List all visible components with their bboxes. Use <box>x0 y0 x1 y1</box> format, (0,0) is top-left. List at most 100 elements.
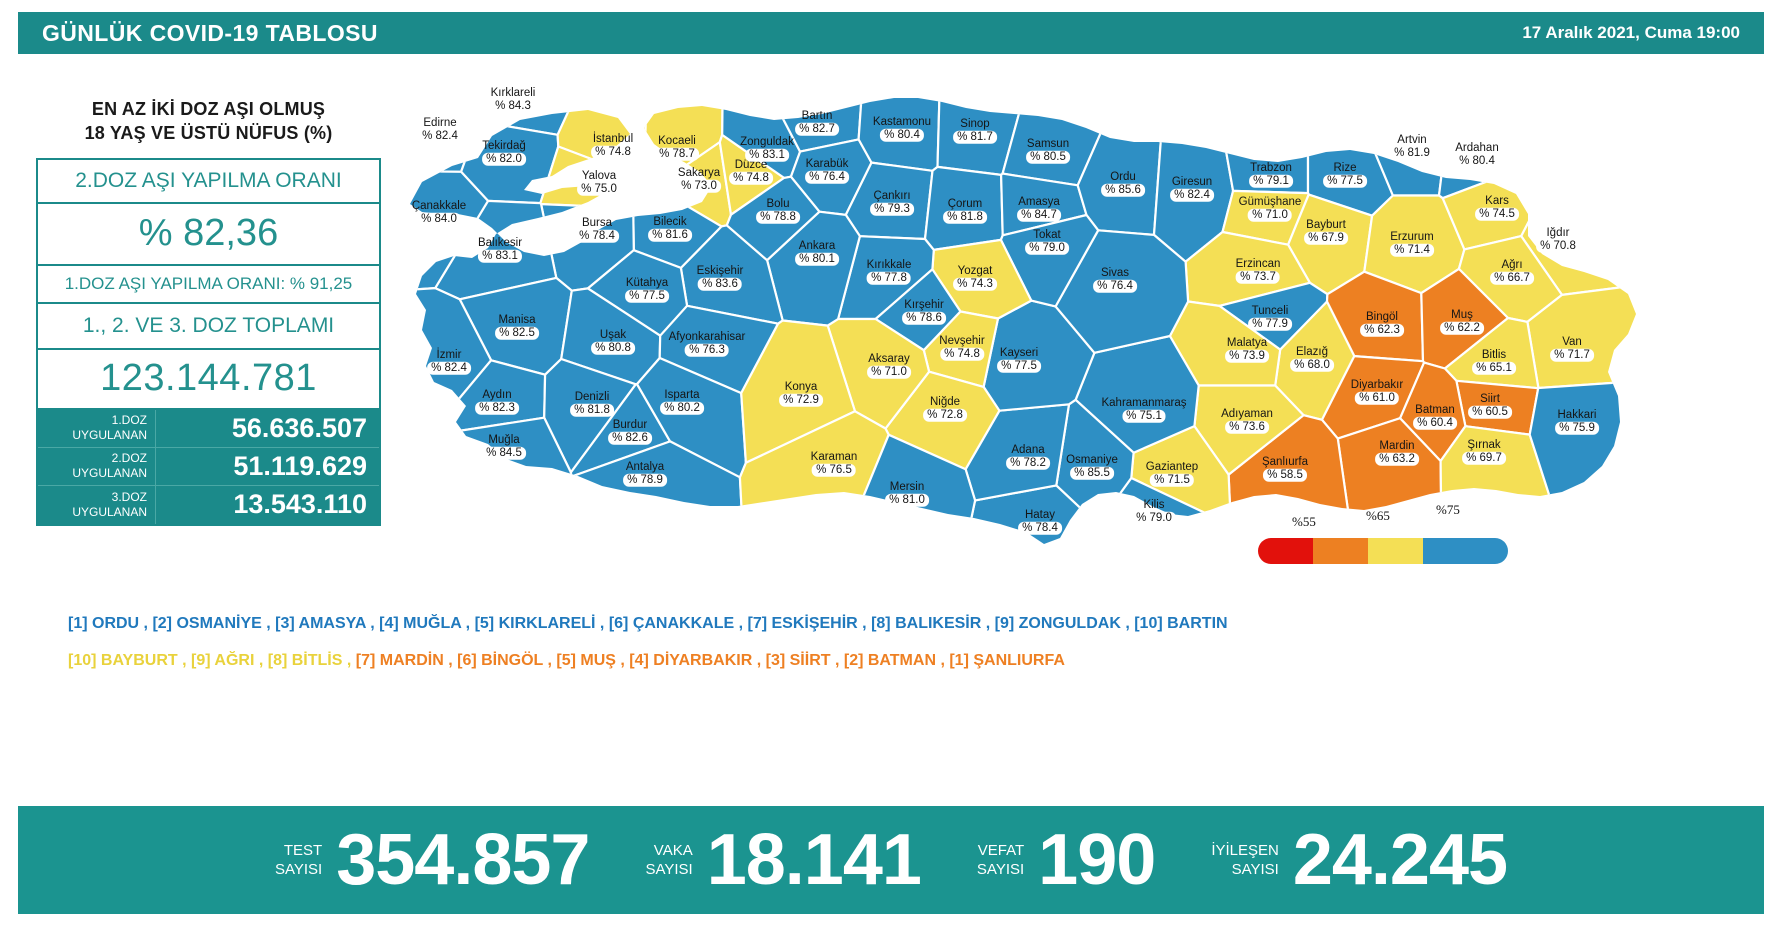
province-name: MUĞLA <box>403 615 462 632</box>
table-row: 1.DOZ UYGULANAN 56.636.507 <box>38 409 379 448</box>
total-doses-label: 1., 2. VE 3. DOZ TOPLAMI <box>38 304 379 350</box>
province-name: ÇANAKKALE <box>632 615 735 632</box>
province-name: DİYARBAKIR <box>653 652 753 669</box>
dose1-label-line1: 1.DOZ <box>111 413 147 428</box>
province-rank: [7] <box>747 615 772 632</box>
page-header: GÜNLÜK COVID-19 TABLOSU 17 Aralık 2021, … <box>18 12 1764 54</box>
stat-death-value: 190 <box>1038 820 1156 900</box>
stat-recovered-value: 24.245 <box>1292 820 1508 900</box>
province-name: SİİRT <box>789 652 831 669</box>
map-province-hakkari[interactable] <box>1528 379 1652 562</box>
stat-case-caption-line1: VAKA <box>653 841 693 859</box>
map-province-kastamonu[interactable] <box>857 62 942 172</box>
separator: , <box>443 652 458 669</box>
province-name: ŞANLIURFA <box>973 652 1065 669</box>
legend-segment-3 <box>1423 538 1508 564</box>
turkey-vaccination-map: Kırklareli% 84.3 Edirne% 82.4 Tekirdağ% 82… <box>392 62 1636 582</box>
lowest-vaccination-provinces-list: [10] BAYBURT , [9] AĞRI , [8] BİTLİS , [… <box>68 652 1065 670</box>
province-name: ZONGULDAK <box>1018 615 1121 632</box>
stat-recovered-caption-line1: İYİLEŞEN <box>1211 841 1279 859</box>
province-name: AĞRI <box>214 652 255 669</box>
province-rank: [3] <box>765 652 790 669</box>
dose2-label: 2.DOZ UYGULANAN <box>38 447 156 485</box>
legend-tick-1: %65 <box>1366 508 1390 523</box>
province-rank: [6] <box>457 652 482 669</box>
stat-case-caption-line2: SAYISI <box>645 861 693 878</box>
dose2-label-line1: 2.DOZ <box>111 451 147 466</box>
separator: , <box>830 652 844 669</box>
separator: , <box>936 652 950 669</box>
province-rank: [2] <box>843 652 868 669</box>
first-dose-rate-line: 1.DOZ AŞI YAPILMA ORANI: % 91,25 <box>38 266 379 304</box>
province-rank: [7] <box>355 652 380 669</box>
stat-case: VAKA SAYISI 18.141 <box>645 820 922 900</box>
dose3-label: 3.DOZ UYGULANAN <box>38 485 156 524</box>
map-province-rize[interactable] <box>1306 62 1394 217</box>
table-row: 2.DOZ UYGULANAN 51.119.629 <box>38 447 379 486</box>
dose1-value: 56.636.507 <box>231 412 367 443</box>
separator: , <box>461 615 475 632</box>
province-name: OSMANİYE <box>176 615 262 632</box>
report-timestamp: 17 Aralık 2021, Cuma 19:00 <box>1522 23 1740 42</box>
map-province-kars[interactable] <box>1441 150 1567 251</box>
province-rank: [1] <box>68 615 92 632</box>
map-province-çorum[interactable] <box>923 165 1004 251</box>
province-rank: [9] <box>191 652 215 669</box>
stat-test-value: 354.857 <box>336 820 590 900</box>
province-name: ESKİŞEHİR <box>771 615 858 632</box>
separator: , <box>857 615 872 632</box>
separator: , <box>261 615 276 632</box>
separator: , <box>1120 615 1135 632</box>
map-province-iğdır[interactable] <box>1520 69 1652 296</box>
stat-death-caption-line1: VEFAT <box>977 841 1025 859</box>
stat-recovered: İYİLEŞEN SAYISI 24.245 <box>1211 820 1508 900</box>
legend-segment-0 <box>1258 538 1313 564</box>
stat-test-caption-line2: SAYISI <box>274 861 323 878</box>
legend-gradient-bar <box>1258 538 1508 564</box>
stat-test-caption-line1: TEST <box>283 841 323 859</box>
panel-heading-line2: 18 YAŞ VE ÜSTÜ NÜFUS (%) <box>84 122 333 143</box>
map-province-muğla[interactable] <box>392 416 573 562</box>
map-province-ardahan[interactable] <box>1437 62 1652 200</box>
province-name: ORDU <box>92 615 140 632</box>
map-legend: %55 %65 %75 <box>1258 502 1518 570</box>
stat-test: TEST SAYISI 354.857 <box>275 820 591 900</box>
province-name: MUŞ <box>580 652 616 669</box>
stat-test-caption: TEST SAYISI <box>275 841 322 880</box>
province-name: AMASYA <box>298 615 366 632</box>
dose1-label-line2: UYGULANAN <box>72 428 147 443</box>
separator: , <box>595 615 609 632</box>
province-rank: [1] <box>949 652 974 669</box>
vaccination-stats-box: 2.DOZ AŞI YAPILMA ORANI % 82,36 1.DOZ AŞ… <box>36 157 381 410</box>
total-doses-value: 123.144.781 <box>38 350 379 410</box>
separator: , <box>752 652 766 669</box>
stat-death-caption-line2: SAYISI <box>976 861 1025 878</box>
province-rank: [5] <box>474 615 499 632</box>
separator: , <box>342 652 356 669</box>
map-province-edirne[interactable] <box>392 62 481 173</box>
panel-heading: EN AZ İKİ DOZ AŞI OLMUŞ 18 YAŞ VE ÜSTÜ N… <box>36 98 381 146</box>
stat-death: VEFAT SAYISI 190 <box>977 820 1156 900</box>
province-name: BARTIN <box>1167 615 1228 632</box>
separator: , <box>139 615 153 632</box>
second-dose-rate-label: 2.DOZ AŞI YAPILMA ORANI <box>38 160 379 204</box>
stat-case-value: 18.141 <box>706 820 922 900</box>
province-rank: [3] <box>275 615 299 632</box>
legend-tick-0: %55 <box>1292 514 1316 529</box>
dose1-label: 1.DOZ UYGULANAN <box>38 409 156 447</box>
stat-death-caption: VEFAT SAYISI <box>977 841 1024 880</box>
province-rank: [8] <box>267 652 292 669</box>
province-rank: [4] <box>379 615 404 632</box>
province-name: BİTLİS <box>291 652 343 669</box>
dose-breakdown-table: 1.DOZ UYGULANAN 56.636.507 2.DOZ UYGULAN… <box>36 409 381 526</box>
province-rank: [10] <box>68 652 101 669</box>
province-name: BİNGÖL <box>481 652 544 669</box>
province-rank: [6] <box>608 615 633 632</box>
dose3-label-line1: 3.DOZ <box>111 489 147 504</box>
province-rank: [2] <box>152 615 177 632</box>
separator: , <box>365 615 380 632</box>
table-row: 3.DOZ UYGULANAN 13.543.110 <box>38 485 379 524</box>
dose3-label-line2: UYGULANAN <box>72 504 147 519</box>
province-rank: [8] <box>871 615 896 632</box>
